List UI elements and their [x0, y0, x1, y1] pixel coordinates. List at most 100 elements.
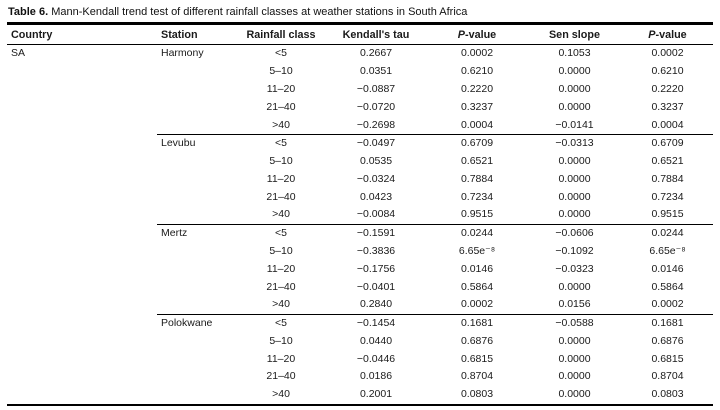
col-header-country: Country [7, 22, 157, 45]
table-row: Polokwane <5 −0.1454 0.1681 −0.0588 0.1681 [7, 313, 713, 333]
cell-p-value-2: 0.0004 [651, 118, 684, 131]
table-caption-label: Table 6. [8, 6, 49, 18]
cell-rainfall-class: >40 [272, 298, 290, 311]
cell-rainfall-class: <5 [237, 313, 325, 333]
cell-p-value-1: 0.1681 [427, 313, 527, 333]
cell-rainfall-class: 11–20 [266, 172, 296, 185]
cell-station: Mertz [157, 223, 237, 243]
cell-sen-slope: 0.0000 [558, 100, 591, 113]
cell-country [7, 81, 157, 99]
table-row: >40 −0.2698 0.0004 −0.0141 0.0004 [7, 116, 713, 134]
cell-sen-slope: −0.0588 [527, 313, 622, 333]
table-row: >40 0.2001 0.0803 0.0000 0.0803 [7, 385, 713, 406]
cell-station [157, 170, 237, 188]
cell-sen-slope: 0.0156 [558, 298, 591, 311]
cell-kendalls-tau: −0.1454 [325, 313, 427, 333]
table-caption-text: Mann-Kendall trend test of different rai… [51, 6, 468, 18]
cell-p-value-2: 0.3237 [651, 100, 684, 113]
cell-p-value-2: 0.6709 [622, 133, 713, 153]
cell-sen-slope: 0.0000 [558, 334, 591, 347]
cell-sen-slope: −0.1092 [555, 244, 594, 257]
cell-p-value-2: 0.0244 [622, 223, 713, 243]
cell-country [7, 350, 157, 368]
cell-p-value-1: 0.0002 [460, 298, 494, 311]
cell-station [157, 98, 237, 116]
cell-p-value-2: 0.0146 [651, 262, 684, 275]
cell-country [7, 243, 157, 261]
table-row: 11–20 −0.0446 0.6815 0.0000 0.6815 [7, 350, 713, 368]
cell-kendalls-tau: −0.0324 [356, 172, 396, 185]
cell-rainfall-class: 11–20 [266, 82, 296, 95]
cell-sen-slope: 0.0000 [558, 280, 591, 293]
cell-kendalls-tau: −0.1591 [325, 223, 427, 243]
cell-sen-slope: 0.1053 [558, 47, 591, 60]
table-row: 21–40 −0.0401 0.5864 0.0000 0.5864 [7, 278, 713, 296]
table-row: >40 −0.0084 0.9515 0.0000 0.9515 [7, 206, 713, 224]
table-row: 5–10 0.0351 0.6210 0.0000 0.6210 [7, 63, 713, 81]
cell-station [157, 278, 237, 296]
cell-kendalls-tau: 0.0535 [359, 155, 393, 168]
cell-station [157, 116, 237, 134]
cell-rainfall-class: >40 [237, 385, 325, 406]
cell-country [7, 170, 157, 188]
table-row: 21–40 0.0186 0.8704 0.0000 0.8704 [7, 368, 713, 386]
cell-p-value-2: 0.0002 [651, 47, 684, 60]
cell-station [157, 296, 237, 314]
cell-sen-slope: 0.0000 [558, 208, 591, 221]
cell-sen-slope: 0.0000 [527, 385, 622, 406]
cell-station [157, 188, 237, 206]
cell-station: Levubu [157, 133, 237, 153]
cell-kendalls-tau: 0.0186 [359, 370, 393, 383]
table-row: SA Harmony <5 0.2667 0.0002 0.1053 0.0002 [7, 45, 713, 63]
cell-p-value-1: 0.8704 [460, 370, 494, 383]
cell-rainfall-class: 5–10 [269, 244, 293, 257]
cell-station [157, 385, 237, 406]
cell-station [157, 81, 237, 99]
cell-sen-slope: −0.0141 [555, 118, 594, 131]
cell-p-value-1: 0.5864 [460, 280, 494, 293]
cell-p-value-1: 0.0004 [460, 118, 494, 131]
cell-rainfall-class: 21–40 [266, 190, 296, 203]
cell-p-value-1: 0.0803 [427, 385, 527, 406]
cell-p-value-1: 0.6815 [460, 352, 494, 365]
cell-rainfall-class: >40 [272, 118, 290, 131]
cell-kendalls-tau: −0.0401 [356, 280, 396, 293]
cell-p-value-2: 0.0002 [651, 298, 684, 311]
cell-country [7, 314, 157, 332]
table-row: 21–40 −0.0720 0.3237 0.0000 0.3237 [7, 98, 713, 116]
cell-country [7, 206, 157, 224]
cell-country [7, 278, 157, 296]
cell-p-value-1: 0.6521 [460, 155, 494, 168]
cell-country [7, 260, 157, 278]
cell-sen-slope: −0.0606 [527, 223, 622, 243]
cell-sen-slope: 0.0000 [558, 370, 591, 383]
cell-p-value-2: 0.6210 [651, 65, 684, 78]
table-row: 11–20 −0.0324 0.7884 0.0000 0.7884 [7, 170, 713, 188]
cell-country [7, 296, 157, 314]
cell-rainfall-class: 21–40 [266, 100, 296, 113]
cell-kendalls-tau: −0.1756 [356, 262, 396, 275]
cell-kendalls-tau: −0.2698 [356, 118, 396, 131]
cell-p-value-2: 6.65e⁻⁸ [649, 244, 686, 257]
cell-sen-slope: 0.0000 [558, 172, 591, 185]
cell-kendalls-tau: −0.0446 [356, 352, 396, 365]
cell-station [157, 260, 237, 278]
cell-p-value-1: 0.6876 [460, 334, 494, 347]
cell-kendalls-tau: −0.0084 [356, 208, 396, 221]
cell-country [7, 188, 157, 206]
cell-kendalls-tau: −0.0720 [356, 100, 396, 113]
table-row: 5–10 0.0535 0.6521 0.0000 0.6521 [7, 153, 713, 171]
col-header-rainfall-class: Rainfall class [237, 22, 325, 45]
cell-p-value-1: 0.0002 [460, 47, 494, 60]
cell-p-value-2: 0.1681 [622, 313, 713, 333]
col-header-sen-slope: Sen slope [527, 22, 622, 45]
cell-p-value-2: 0.2220 [651, 82, 684, 95]
cell-station: Polokwane [157, 313, 237, 333]
cell-p-value-1: 0.7884 [460, 172, 494, 185]
cell-country [7, 224, 157, 242]
cell-kendalls-tau: 0.0440 [359, 334, 393, 347]
cell-p-value-2: 0.6815 [651, 352, 684, 365]
cell-country [7, 368, 157, 386]
cell-p-value-2: 0.9515 [651, 208, 684, 221]
table-header-row: Country Station Rainfall class Kendall's ta… [7, 22, 713, 45]
